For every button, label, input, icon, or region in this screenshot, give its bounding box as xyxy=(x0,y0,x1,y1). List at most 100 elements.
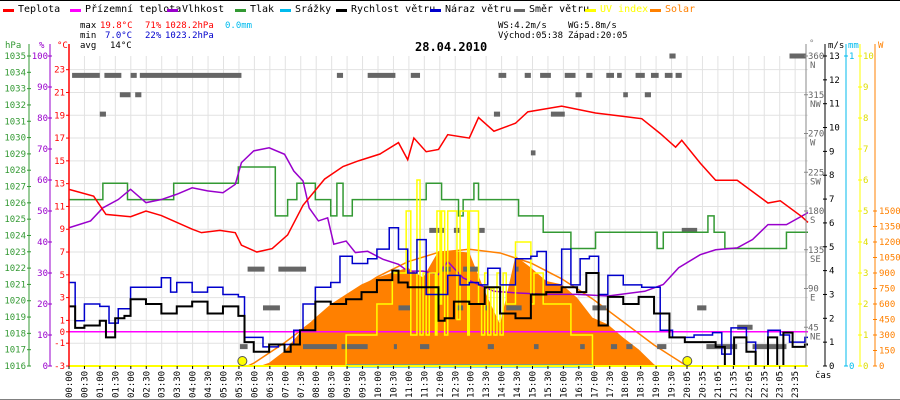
pressure-tick-label: 1024 xyxy=(4,231,26,241)
pressure-tick-label: 1025 xyxy=(4,215,26,225)
legend-item-label: Vlhkost xyxy=(182,4,225,15)
legend-item-label: Rychlost větru xyxy=(351,4,436,15)
series-line-vlhkost xyxy=(68,146,809,297)
humidity-tick-label: 100 xyxy=(32,52,48,62)
temperature-tick-label: 15 xyxy=(54,157,65,167)
uv-tick-label: 0 xyxy=(863,362,868,372)
time-tick-label: 07:00 xyxy=(281,371,291,398)
wind-direction-mark xyxy=(262,305,280,311)
uv-tick-label: 1 xyxy=(863,331,868,341)
pressure-tick-label: 1031 xyxy=(4,117,26,127)
time-tick-label: 03:00 xyxy=(158,371,168,398)
direction-tick-label: 270 xyxy=(808,130,824,140)
time-tick-label: 15:30 xyxy=(544,371,554,398)
stat-sunrise: Východ:05:38 xyxy=(498,31,564,41)
series-line-tlak xyxy=(69,166,808,250)
wind-tick-label: 11 xyxy=(829,100,840,110)
stat-min-humidity: 22% xyxy=(145,31,162,41)
rain-tick-label: 0 xyxy=(849,362,854,372)
wind-direction-mark xyxy=(135,92,142,98)
temperature-tick-label: 7 xyxy=(60,248,65,258)
wind-direction-mark xyxy=(493,111,501,117)
wind-direction-mark xyxy=(247,266,265,272)
temperature-tick-label: 17 xyxy=(54,134,65,144)
wind-tick-label: 13 xyxy=(829,52,840,62)
legend-item-label: Teplota xyxy=(18,4,61,15)
stat-min-temp: 7.0°C xyxy=(105,31,133,41)
uv-tick-label: 6 xyxy=(863,176,868,186)
time-tick-label: 19:30 xyxy=(668,371,678,398)
time-tick-label: 21:35 xyxy=(729,371,739,398)
solar-axis-unit: W xyxy=(878,41,884,51)
temperature-tick-label: -1 xyxy=(54,339,65,349)
time-tick-label: 11:30 xyxy=(420,371,430,398)
wind-tick-label: 1 xyxy=(829,338,834,348)
chart-title: 28.04.2010 xyxy=(415,40,488,54)
direction-compass-label: E xyxy=(810,294,815,304)
legend-swatch xyxy=(280,9,291,12)
time-tick-label: 14:30 xyxy=(513,371,523,398)
series-line-uv-index xyxy=(69,179,808,367)
time-tick-label: 09:00 xyxy=(343,371,353,398)
stat-wind-speed: WS:4.2m/s xyxy=(498,21,547,31)
wind-direction-mark xyxy=(139,72,242,78)
humidity-tick-label: 20 xyxy=(37,300,48,310)
wind-direction-mark xyxy=(606,72,615,78)
wind-tick-label: 5 xyxy=(829,243,834,253)
pressure-tick-label: 1033 xyxy=(4,85,26,95)
pressure-tick-label: 1034 xyxy=(4,68,26,78)
legend-swatch xyxy=(430,9,441,12)
stat-wind-gust: WG:5.8m/s xyxy=(568,21,617,31)
wind-direction-mark xyxy=(789,53,807,59)
time-tick-label: 16:30 xyxy=(575,371,585,398)
wind-direction-mark xyxy=(341,344,368,350)
solar-tick-label: 900 xyxy=(879,269,895,279)
uv-tick-label: 7 xyxy=(863,145,868,155)
uv-tick-label: 2 xyxy=(863,300,868,310)
time-tick-label: 20:05 xyxy=(683,371,693,398)
direction-tick-label: 135 xyxy=(808,246,824,256)
time-tick-label: 02:00 xyxy=(127,371,137,398)
temperature-axis-unit: °C xyxy=(57,41,68,51)
direction-compass-label: SE xyxy=(810,255,821,265)
rain-axis-unit: mm xyxy=(848,41,859,51)
pressure-tick-label: 1035 xyxy=(4,52,26,62)
wind-direction-mark xyxy=(681,227,698,233)
solar-tick-label: 1500 xyxy=(879,207,900,217)
wind-direction-mark xyxy=(484,305,488,311)
pressure-tick-label: 1019 xyxy=(4,313,26,323)
wind-direction-mark xyxy=(650,72,659,78)
pressure-tick-label: 1020 xyxy=(4,297,26,307)
solar-tick-label: 750 xyxy=(879,285,895,295)
pressure-tick-label: 1030 xyxy=(4,134,26,144)
humidity-axis-unit: % xyxy=(39,41,45,51)
humidity-tick-label: 50 xyxy=(37,207,48,217)
uv-tick-label: 5 xyxy=(863,207,868,217)
wind-direction-mark xyxy=(130,72,137,78)
stat-min-pressure: 1023.2hPa xyxy=(165,31,214,41)
humidity-tick-label: 10 xyxy=(37,331,48,341)
pressure-tick-label: 1016 xyxy=(4,362,26,372)
wind-direction-mark xyxy=(506,305,522,311)
wind-direction-mark xyxy=(367,72,396,78)
time-tick-label: 13:00 xyxy=(467,371,477,398)
time-tick-label: 14:00 xyxy=(498,371,508,398)
legend-item-label: UV index xyxy=(600,4,649,15)
time-tick-label: 04:00 xyxy=(189,371,199,398)
time-tick-label: 12:00 xyxy=(436,371,446,398)
wind-direction-mark xyxy=(550,111,565,117)
pressure-tick-label: 1026 xyxy=(4,199,26,209)
solar-tick-label: 1350 xyxy=(879,223,900,233)
humidity-tick-label: 60 xyxy=(37,176,48,186)
wind-direction-mark xyxy=(752,344,787,350)
wind-direction-mark xyxy=(644,92,651,98)
series-line-rychlost-větru xyxy=(69,269,808,367)
humidity-tick-label: 0 xyxy=(43,362,48,372)
wind-direction-mark xyxy=(610,344,618,350)
temperature-tick-label: 11 xyxy=(54,202,65,212)
direction-compass-label: W xyxy=(810,139,816,149)
time-tick-label: 08:00 xyxy=(312,371,322,398)
temperature-tick-label: 13 xyxy=(54,180,65,190)
wind-direction-mark xyxy=(675,72,682,78)
wind-direction-mark xyxy=(278,266,307,272)
